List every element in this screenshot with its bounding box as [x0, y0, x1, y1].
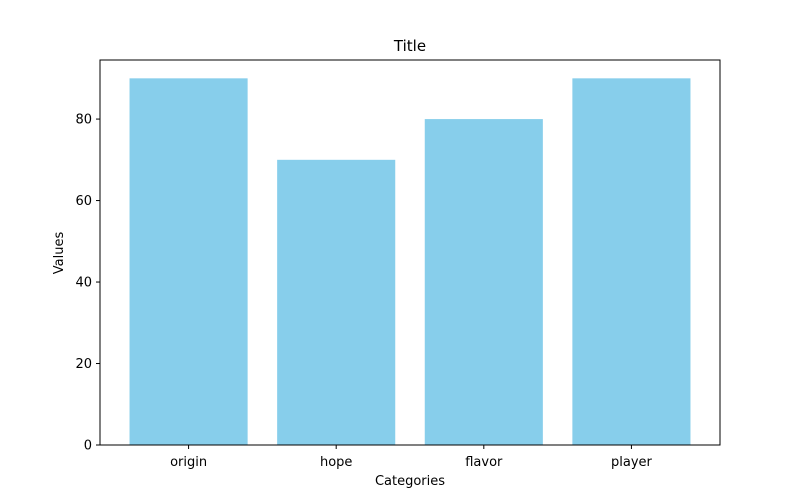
y-tick-label: 60 [75, 194, 92, 209]
y-tick-label: 20 [75, 357, 92, 372]
x-tick-label: flavor [465, 455, 503, 470]
x-tick-label: player [611, 455, 653, 470]
plot-frame [99, 59, 721, 446]
y-axis: 0 20 40 60 80 [75, 113, 100, 454]
bar-origin [129, 78, 248, 445]
y-tick-label: 80 [75, 113, 92, 128]
y-tick-label: 0 [84, 439, 92, 454]
x-tick-label: hope [320, 455, 352, 470]
bars-group [129, 78, 691, 446]
bar-hope [277, 159, 396, 445]
bar-flavor [424, 119, 543, 446]
x-axis-label: Categories [375, 474, 445, 489]
x-tick-label: origin [170, 455, 207, 470]
bar-player [572, 78, 691, 445]
x-axis: origin hope flavor player [170, 445, 653, 470]
y-tick-label: 40 [75, 276, 92, 291]
chart-title: Title [393, 37, 426, 55]
y-axis-label: Values [52, 232, 67, 275]
